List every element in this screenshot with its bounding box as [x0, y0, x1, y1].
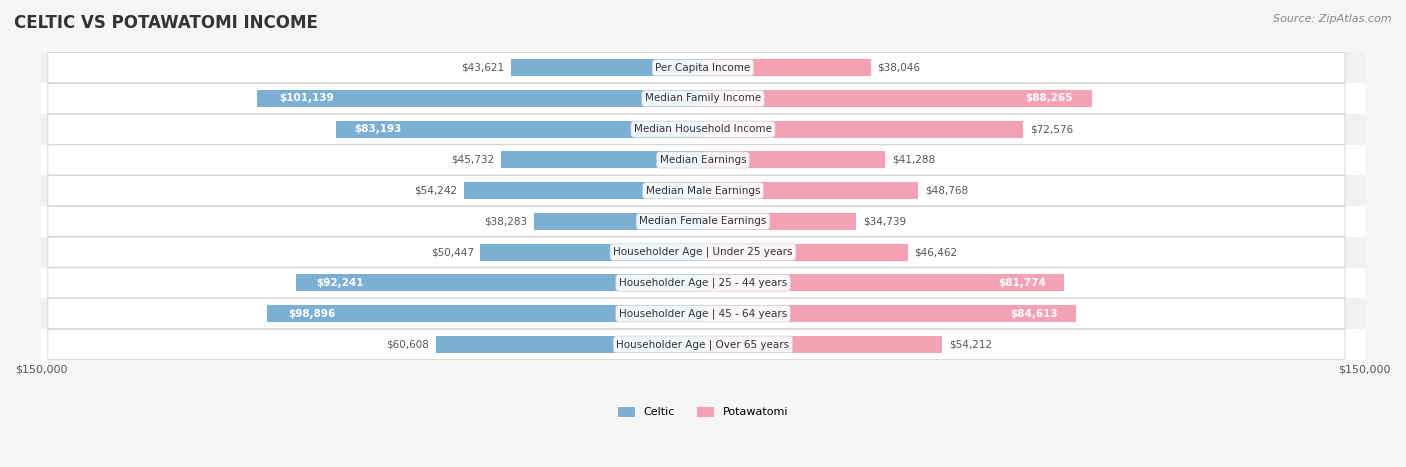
Bar [41, 114, 1365, 145]
Text: $34,739: $34,739 [863, 216, 905, 226]
Text: $41,288: $41,288 [891, 155, 935, 165]
Text: $54,212: $54,212 [949, 340, 991, 349]
Text: $72,576: $72,576 [1029, 124, 1073, 134]
Bar [481, 244, 703, 261]
Text: $81,774: $81,774 [998, 278, 1046, 288]
Text: Median Family Income: Median Family Income [645, 93, 761, 104]
Bar [436, 336, 703, 353]
Text: $38,283: $38,283 [484, 216, 527, 226]
FancyBboxPatch shape [48, 268, 1346, 298]
Bar [703, 336, 942, 353]
FancyBboxPatch shape [48, 84, 1346, 113]
Text: Householder Age | Over 65 years: Householder Age | Over 65 years [616, 339, 790, 350]
Bar [41, 52, 1365, 83]
Bar [703, 90, 1092, 107]
Text: $48,768: $48,768 [925, 186, 967, 196]
Bar [41, 298, 1365, 329]
FancyBboxPatch shape [48, 114, 1346, 144]
Text: Householder Age | 25 - 44 years: Householder Age | 25 - 44 years [619, 278, 787, 288]
Bar [336, 121, 703, 138]
Text: Median Male Earnings: Median Male Earnings [645, 186, 761, 196]
Text: $46,462: $46,462 [914, 247, 957, 257]
Bar [464, 182, 703, 199]
Text: Householder Age | 45 - 64 years: Householder Age | 45 - 64 years [619, 308, 787, 319]
Text: Median Household Income: Median Household Income [634, 124, 772, 134]
Text: $45,732: $45,732 [451, 155, 495, 165]
FancyBboxPatch shape [48, 53, 1346, 83]
Bar [703, 305, 1076, 322]
Bar [41, 237, 1365, 268]
Text: $60,608: $60,608 [387, 340, 429, 349]
Bar [703, 244, 908, 261]
FancyBboxPatch shape [48, 298, 1346, 329]
Bar [41, 268, 1365, 298]
Text: $88,265: $88,265 [1025, 93, 1073, 104]
Text: Per Capita Income: Per Capita Income [655, 63, 751, 73]
Text: $101,139: $101,139 [280, 93, 333, 104]
Bar [703, 182, 918, 199]
Text: $84,613: $84,613 [1010, 309, 1057, 318]
Bar [41, 329, 1365, 360]
Bar [510, 59, 703, 76]
Bar [534, 213, 703, 230]
Bar [41, 83, 1365, 114]
Bar [703, 213, 856, 230]
Bar [703, 121, 1024, 138]
Bar [41, 206, 1365, 237]
Text: $38,046: $38,046 [877, 63, 921, 73]
FancyBboxPatch shape [48, 237, 1346, 267]
Bar [41, 145, 1365, 175]
Bar [257, 90, 703, 107]
Text: $43,621: $43,621 [461, 63, 503, 73]
Text: Source: ZipAtlas.com: Source: ZipAtlas.com [1274, 14, 1392, 24]
Bar [41, 175, 1365, 206]
Bar [267, 305, 703, 322]
Text: $83,193: $83,193 [354, 124, 402, 134]
Bar [297, 275, 703, 291]
Bar [703, 151, 886, 169]
Text: $54,242: $54,242 [413, 186, 457, 196]
Legend: Celtic, Potawatomi: Celtic, Potawatomi [613, 402, 793, 422]
FancyBboxPatch shape [48, 206, 1346, 236]
FancyBboxPatch shape [48, 176, 1346, 206]
Text: Median Female Earnings: Median Female Earnings [640, 216, 766, 226]
Text: CELTIC VS POTAWATOMI INCOME: CELTIC VS POTAWATOMI INCOME [14, 14, 318, 32]
Text: Median Earnings: Median Earnings [659, 155, 747, 165]
Text: $50,447: $50,447 [430, 247, 474, 257]
Text: $98,896: $98,896 [288, 309, 336, 318]
Text: $92,241: $92,241 [316, 278, 364, 288]
Bar [703, 59, 870, 76]
FancyBboxPatch shape [48, 145, 1346, 175]
Text: Householder Age | Under 25 years: Householder Age | Under 25 years [613, 247, 793, 257]
Bar [502, 151, 703, 169]
FancyBboxPatch shape [48, 329, 1346, 360]
Bar [703, 275, 1064, 291]
